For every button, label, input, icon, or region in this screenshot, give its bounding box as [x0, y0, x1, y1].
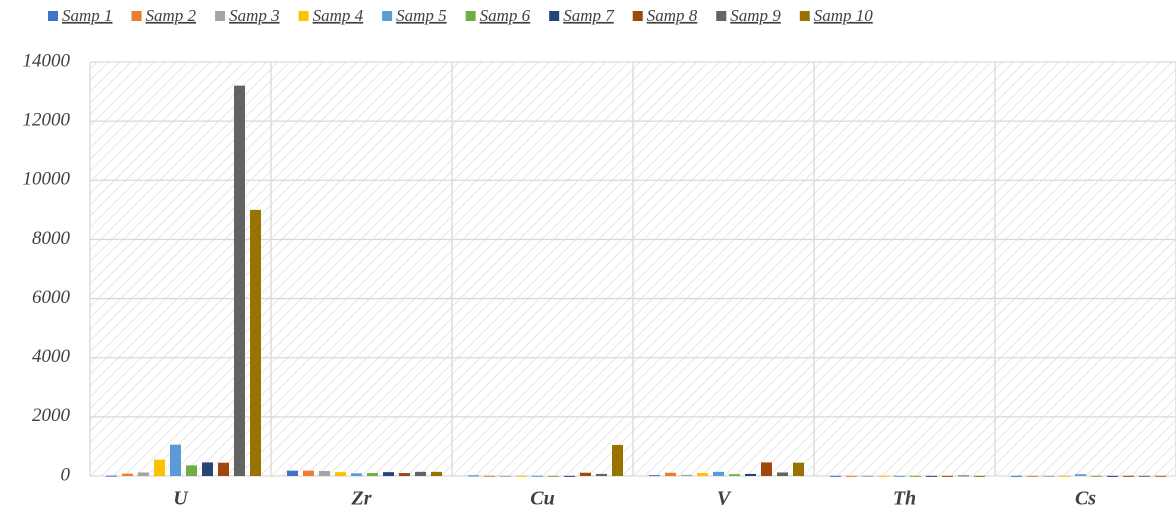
bar	[367, 473, 378, 476]
bar	[250, 209, 261, 476]
bar	[846, 475, 857, 477]
bar	[303, 470, 314, 476]
bar	[830, 475, 841, 477]
bar	[564, 475, 575, 477]
legend-swatch	[465, 11, 476, 21]
bar	[532, 475, 543, 477]
bar	[138, 472, 149, 476]
bar	[351, 473, 362, 476]
legend-label: Samp 1	[62, 6, 113, 25]
bar	[500, 475, 511, 477]
bar	[415, 471, 426, 476]
bar	[170, 444, 181, 476]
legend-swatch	[298, 11, 309, 21]
legend-swatch	[549, 11, 560, 21]
bar	[1139, 475, 1150, 477]
bar	[777, 472, 788, 476]
y-tick-label: 6000	[32, 287, 71, 308]
bar	[974, 475, 985, 477]
bar	[1011, 475, 1022, 477]
legend-label: Samp 7	[563, 6, 615, 25]
y-tick-label: 0	[61, 464, 71, 485]
y-tick-label: 14000	[23, 50, 71, 71]
bar	[287, 470, 298, 476]
legend-label: Samp 3	[229, 6, 280, 25]
legend-swatch	[48, 11, 58, 21]
legend-label: Samp 2	[146, 6, 197, 25]
bar	[761, 462, 772, 476]
legend-label: Samp 4	[313, 6, 364, 25]
x-tick-label: Zr	[351, 488, 372, 510]
x-tick-label: Th	[893, 488, 916, 510]
bar	[1107, 475, 1118, 477]
bar	[894, 475, 905, 477]
bar	[335, 472, 346, 476]
bar	[234, 85, 245, 477]
bar	[1091, 475, 1102, 477]
y-tick-label: 4000	[32, 346, 71, 367]
bar	[431, 471, 442, 476]
bar	[926, 475, 937, 477]
bar	[202, 462, 213, 476]
legend-label: Samp 8	[647, 6, 698, 25]
bar	[580, 472, 591, 476]
bar	[1075, 474, 1086, 476]
legend-label: Samp 10	[814, 6, 874, 25]
bar	[548, 475, 559, 477]
bar	[862, 475, 873, 477]
bar	[713, 471, 724, 476]
bar	[154, 459, 165, 476]
legend-swatch	[799, 11, 810, 21]
x-tick-label: V	[717, 488, 732, 510]
legend-swatch	[131, 11, 142, 21]
x-tick-label: Cu	[530, 488, 554, 510]
bar	[958, 475, 969, 477]
bar	[649, 475, 660, 477]
y-tick-label: 2000	[32, 405, 71, 426]
legend-swatch	[215, 11, 226, 21]
legend-swatch	[716, 11, 727, 21]
bar	[596, 473, 607, 476]
legend-label: Samp 5	[396, 6, 447, 25]
bar	[186, 465, 197, 476]
bar	[1155, 475, 1166, 477]
bar	[697, 473, 708, 476]
bar	[729, 474, 740, 476]
bar	[383, 472, 394, 476]
y-tick-label: 8000	[32, 228, 71, 249]
bar	[218, 462, 229, 476]
bar	[1027, 475, 1038, 477]
legend-swatch	[382, 11, 393, 21]
bar	[106, 475, 117, 477]
legend-label: Samp 9	[730, 6, 781, 25]
bar	[1043, 475, 1054, 477]
bar	[942, 475, 953, 477]
bar	[484, 475, 495, 477]
bar	[878, 475, 889, 477]
bar	[745, 473, 756, 476]
legend-swatch	[632, 11, 643, 21]
bar	[319, 470, 330, 476]
legend-label: Samp 6	[480, 6, 531, 25]
bar	[516, 475, 527, 477]
bar	[399, 473, 410, 476]
y-tick-label: 10000	[23, 169, 71, 190]
x-tick-label: Cs	[1075, 488, 1096, 510]
bar	[1123, 475, 1134, 477]
bar	[122, 473, 133, 476]
bar	[468, 475, 479, 477]
bar	[793, 462, 804, 476]
x-tick-label: U	[173, 488, 189, 510]
bar	[1059, 475, 1070, 477]
y-tick-label: 12000	[23, 110, 71, 131]
bar	[612, 444, 623, 476]
bar	[681, 474, 692, 476]
bar	[665, 472, 676, 476]
bar	[910, 475, 921, 477]
